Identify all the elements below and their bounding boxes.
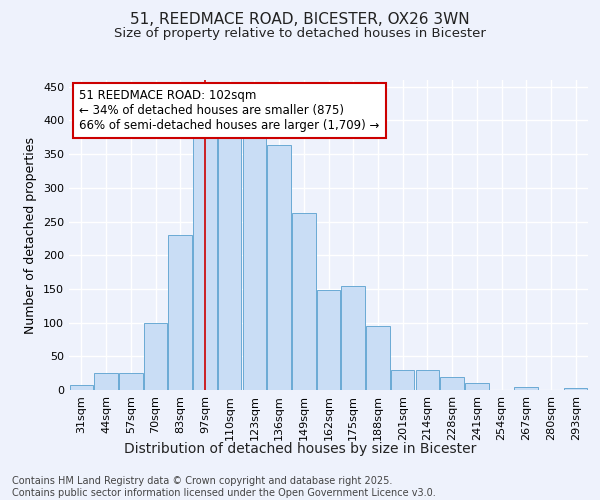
Text: 51 REEDMACE ROAD: 102sqm
← 34% of detached houses are smaller (875)
66% of semi-: 51 REEDMACE ROAD: 102sqm ← 34% of detach…	[79, 90, 380, 132]
Bar	[169, 235, 192, 390]
Bar	[268, 146, 291, 390]
Bar	[144, 322, 167, 390]
Bar	[341, 286, 365, 390]
Text: Contains HM Land Registry data © Crown copyright and database right 2025.
Contai: Contains HM Land Registry data © Crown c…	[12, 476, 436, 498]
Bar	[465, 384, 488, 390]
Bar	[391, 370, 415, 390]
Y-axis label: Number of detached properties: Number of detached properties	[25, 136, 37, 334]
Text: 51, REEDMACE ROAD, BICESTER, OX26 3WN: 51, REEDMACE ROAD, BICESTER, OX26 3WN	[130, 12, 470, 28]
Bar	[193, 138, 217, 390]
Bar	[564, 388, 587, 390]
Bar	[70, 384, 93, 390]
Text: Distribution of detached houses by size in Bicester: Distribution of detached houses by size …	[124, 442, 476, 456]
Bar	[317, 290, 340, 390]
Bar	[366, 326, 389, 390]
Bar	[292, 213, 316, 390]
Bar	[218, 136, 241, 390]
Bar	[119, 373, 143, 390]
Text: Size of property relative to detached houses in Bicester: Size of property relative to detached ho…	[114, 28, 486, 40]
Bar	[416, 370, 439, 390]
Bar	[440, 376, 464, 390]
Bar	[242, 136, 266, 390]
Bar	[94, 373, 118, 390]
Bar	[514, 386, 538, 390]
